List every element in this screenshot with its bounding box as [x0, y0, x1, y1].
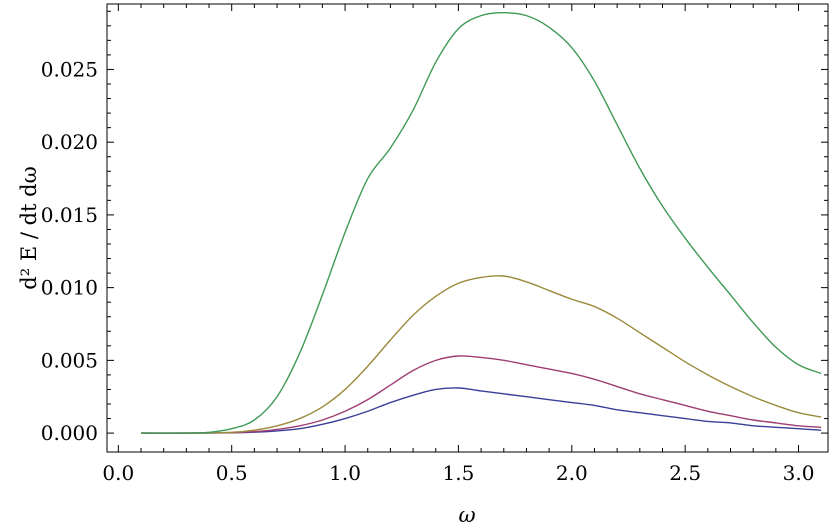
- series-line-3: [141, 275, 822, 434]
- y-axis-label: d² E / dt dω: [17, 166, 41, 289]
- y-tick-label: 0.015: [41, 203, 98, 227]
- x-tick-label: 2.5: [669, 461, 701, 485]
- plot-frame: [106, 3, 829, 453]
- axis-ticks: [107, 4, 828, 452]
- y-tick-label: 0.005: [41, 348, 98, 372]
- x-tick-label: 3.0: [783, 461, 815, 485]
- series-line-2: [141, 355, 822, 434]
- y-tick-label: 0.025: [41, 57, 98, 81]
- x-tick-label: 0.5: [216, 461, 248, 485]
- axis-tick-labels: 0.0 0.5 1.0 1.5 2.0 2.5 3.0 0.000 0.005 0.010 0.01…: [41, 57, 815, 485]
- series-line-1: [141, 387, 822, 434]
- y-tick-label: 0.010: [41, 276, 98, 300]
- x-tick-label: 1.0: [329, 461, 361, 485]
- series-lines: [141, 12, 822, 434]
- series-line-4: [141, 12, 822, 434]
- x-axis-label: ω: [458, 503, 475, 526]
- x-tick-label: 0.0: [102, 461, 134, 485]
- y-tick-label: 0.000: [41, 421, 98, 445]
- x-tick-label: 1.5: [443, 461, 475, 485]
- y-tick-label: 0.020: [41, 130, 98, 154]
- x-tick-label: 2.0: [556, 461, 588, 485]
